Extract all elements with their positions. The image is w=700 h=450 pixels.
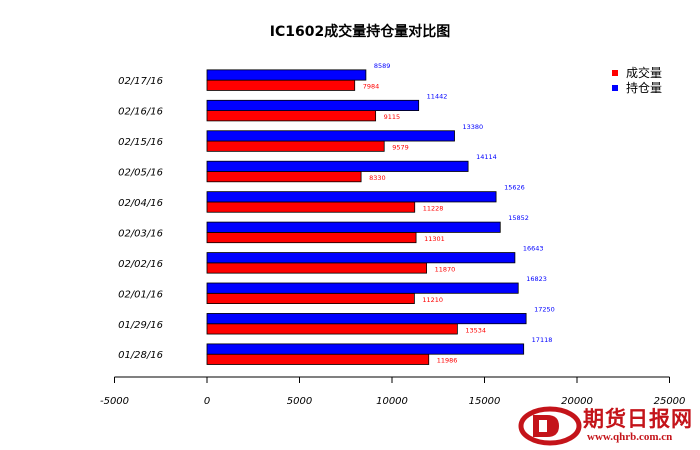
- category-label: 01/29/16: [118, 320, 163, 331]
- data-label-volume: 11210: [422, 296, 443, 304]
- bar-volume: [207, 354, 429, 364]
- bar-open-interest: [207, 192, 496, 202]
- data-label-open-interest: 15852: [508, 214, 529, 222]
- data-label-volume: 11228: [423, 204, 444, 212]
- data-label-volume: 9115: [384, 113, 401, 121]
- category-label: 02/01/16: [118, 289, 163, 300]
- data-label-volume: 11301: [424, 235, 445, 243]
- data-label-volume: 11986: [437, 357, 458, 365]
- category-label: 02/02/16: [118, 259, 163, 270]
- data-label-open-interest: 16823: [526, 275, 547, 283]
- legend: 成交量持仓量: [612, 65, 662, 95]
- bar-open-interest: [207, 313, 526, 323]
- watermark: 期货日报网 www.qhrb.com.cn: [517, 403, 697, 447]
- data-label-open-interest: 11442: [427, 92, 448, 100]
- data-label-volume: 11870: [435, 265, 456, 273]
- x-tick-label: 10000: [376, 396, 408, 407]
- watermark-logo-icon: [517, 403, 583, 447]
- data-label-open-interest: 15626: [504, 184, 525, 192]
- legend-label: 成交量: [626, 65, 662, 80]
- bar-volume: [207, 263, 427, 273]
- bar-open-interest: [207, 131, 455, 141]
- bar-volume: [207, 202, 415, 212]
- bar-volume: [207, 172, 361, 182]
- bar-open-interest: [207, 222, 500, 232]
- data-label-open-interest: 13380: [463, 123, 484, 131]
- category-label: 02/05/16: [118, 168, 163, 179]
- category-label: 02/16/16: [118, 107, 163, 118]
- bar-volume: [207, 293, 414, 303]
- bar-open-interest: [207, 253, 515, 263]
- data-label-open-interest: 17118: [532, 336, 553, 344]
- x-tick-label: 0: [204, 396, 210, 407]
- bar-volume: [207, 324, 457, 334]
- watermark-brand: 期货日报网: [583, 403, 693, 433]
- data-label-open-interest: 8589: [374, 62, 391, 70]
- data-label-volume: 8330: [369, 174, 386, 182]
- bar-volume: [207, 80, 355, 90]
- data-label-volume: 13534: [465, 326, 486, 334]
- x-tick-label: 5000: [287, 396, 312, 407]
- data-label-open-interest: 17250: [534, 305, 555, 313]
- watermark-url: www.qhrb.com.cn: [587, 431, 672, 443]
- bar-volume: [207, 232, 416, 242]
- data-label-volume: 9579: [392, 144, 409, 152]
- legend-label: 持仓量: [626, 80, 662, 95]
- category-label: 02/15/16: [118, 137, 163, 148]
- data-label-open-interest: 16643: [523, 245, 544, 253]
- category-label: 02/17/16: [118, 76, 163, 87]
- bar-volume: [207, 141, 384, 151]
- bar-open-interest: [207, 283, 518, 293]
- data-label-open-interest: 14114: [476, 153, 497, 161]
- bar-open-interest: [207, 344, 524, 354]
- chart-title: IC1602成交量持仓量对比图: [270, 23, 450, 40]
- x-tick-label: -5000: [100, 396, 129, 407]
- category-label: 02/03/16: [118, 228, 163, 239]
- category-label: 02/04/16: [118, 198, 163, 209]
- category-label: 01/28/16: [118, 350, 163, 361]
- data-label-volume: 7984: [363, 83, 380, 91]
- bar-volume: [207, 111, 376, 121]
- legend-swatch: [612, 85, 618, 91]
- chart-area: IC1602成交量持仓量对比图 01/28/16 01/29/16 02/01/16…: [0, 0, 700, 450]
- bar-open-interest: [207, 70, 366, 80]
- bar-open-interest: [207, 100, 419, 110]
- legend-swatch: [612, 70, 618, 76]
- bar-open-interest: [207, 161, 468, 171]
- x-tick-label: 15000: [469, 396, 501, 407]
